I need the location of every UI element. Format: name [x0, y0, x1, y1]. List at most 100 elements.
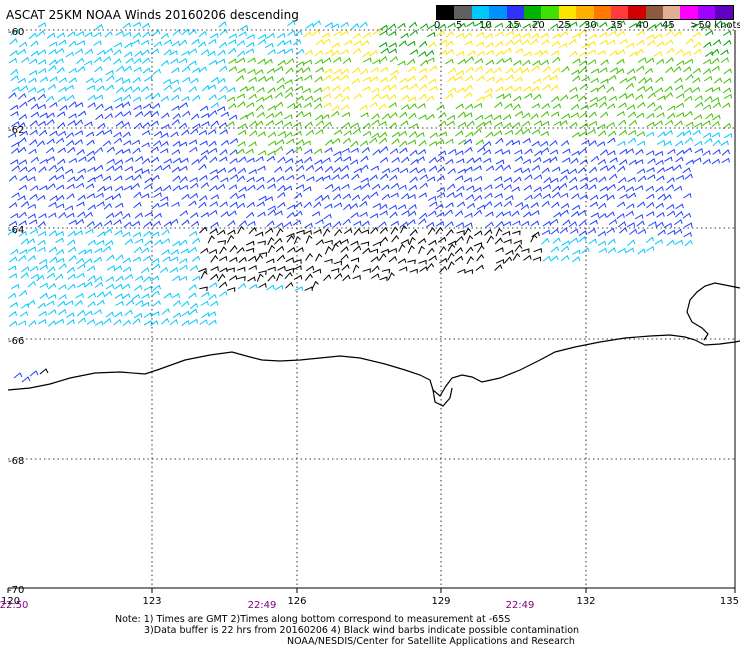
wind-barb [188, 86, 197, 93]
wind-barb [181, 28, 190, 36]
wind-barb [237, 225, 245, 234]
wind-barb [141, 293, 150, 299]
wind-barb [105, 84, 115, 91]
wind-barb [181, 50, 190, 56]
wind-barb [160, 32, 169, 40]
wind-barb [388, 42, 397, 48]
wind-barb [484, 229, 493, 236]
wind-barb [408, 112, 417, 120]
wind-barb [494, 237, 503, 245]
wind-barb [160, 196, 169, 202]
wind-barb [323, 68, 333, 74]
wind-barb [39, 76, 49, 83]
wind-barb [321, 32, 330, 38]
wind-barb [315, 253, 323, 262]
note-line-1: Note: 1) Times are GMT 2)Times along bot… [115, 614, 511, 625]
wind-barb [473, 102, 483, 109]
wind-barb [485, 59, 495, 66]
wind-barb [293, 103, 302, 110]
wind-barb [30, 103, 39, 110]
wind-barb [87, 239, 96, 246]
wind-barb [247, 57, 256, 63]
wind-barb [134, 275, 144, 281]
wind-barb [493, 114, 502, 121]
wind-barb [520, 203, 530, 210]
wind-barb [238, 123, 247, 129]
wind-barb [199, 174, 208, 181]
wind-barb [96, 299, 105, 306]
wind-barb [283, 185, 293, 192]
wind-barb [96, 201, 105, 207]
wind-barb [379, 173, 389, 180]
wind-barb [439, 265, 448, 273]
wind-barb [721, 149, 731, 156]
wind-barb [27, 255, 36, 262]
wind-barb [609, 50, 618, 57]
wind-barb [134, 168, 143, 174]
wind-barb [647, 157, 656, 164]
wind-barb [313, 201, 322, 209]
wind-barb [495, 220, 504, 228]
wind-barb [56, 111, 66, 118]
wind-barb [87, 274, 96, 282]
wind-barb [550, 23, 559, 30]
wind-barb [702, 158, 711, 165]
wind-barb [257, 58, 266, 65]
wind-barb [588, 166, 598, 174]
wind-barb [97, 185, 106, 192]
wind-barb [305, 252, 313, 261]
wind-barb [77, 317, 87, 324]
wind-barb [656, 175, 665, 182]
wind-barb [103, 228, 113, 235]
legend-swatch [697, 6, 716, 19]
wind-barb [653, 51, 663, 57]
wind-barb [589, 96, 599, 103]
wind-barb [153, 212, 162, 219]
wind-barb [315, 128, 324, 135]
wind-barb [21, 376, 31, 383]
wind-barb [343, 156, 352, 162]
wind-barb [638, 77, 647, 84]
wind-barb [580, 104, 589, 111]
wind-barb [389, 55, 399, 63]
note-line-3: NOAA/NESDIS/Center for Satellite Applica… [287, 636, 575, 647]
wind-barb [323, 121, 333, 128]
wind-barb [389, 148, 399, 155]
wind-barb [324, 239, 333, 245]
wind-barb [113, 131, 122, 138]
wind-barb [579, 60, 588, 67]
wind-barb [552, 237, 561, 244]
wind-barb [419, 23, 429, 30]
wind-barb [416, 156, 425, 163]
wind-barb [514, 47, 524, 54]
wind-barb [142, 57, 151, 64]
wind-barb [133, 312, 143, 319]
wind-barb [636, 30, 645, 37]
wind-barb [674, 219, 683, 226]
wind-barb [427, 227, 436, 235]
wind-barb [645, 236, 655, 244]
wind-barb [150, 146, 159, 153]
wind-barb [74, 299, 83, 307]
wind-barb [629, 228, 638, 235]
wind-barb [153, 41, 163, 48]
wind-barb [76, 57, 85, 65]
wind-barb [114, 185, 124, 192]
wind-barb [654, 120, 663, 127]
wind-barb [132, 256, 141, 262]
wind-barb [541, 38, 550, 46]
wind-barb [388, 84, 397, 92]
wind-barb [486, 235, 495, 244]
wind-barb [340, 104, 350, 111]
wind-barb [435, 139, 445, 145]
wind-barb [144, 239, 153, 246]
wind-barb [448, 148, 457, 155]
wind-barb [568, 176, 578, 184]
wind-barb [418, 218, 427, 225]
wind-barb [361, 220, 370, 227]
wind-barbs [7, 20, 733, 383]
wind-barb [646, 34, 655, 40]
wind-barb [340, 49, 349, 55]
wind-barb [455, 32, 465, 39]
wind-barb [455, 70, 465, 76]
